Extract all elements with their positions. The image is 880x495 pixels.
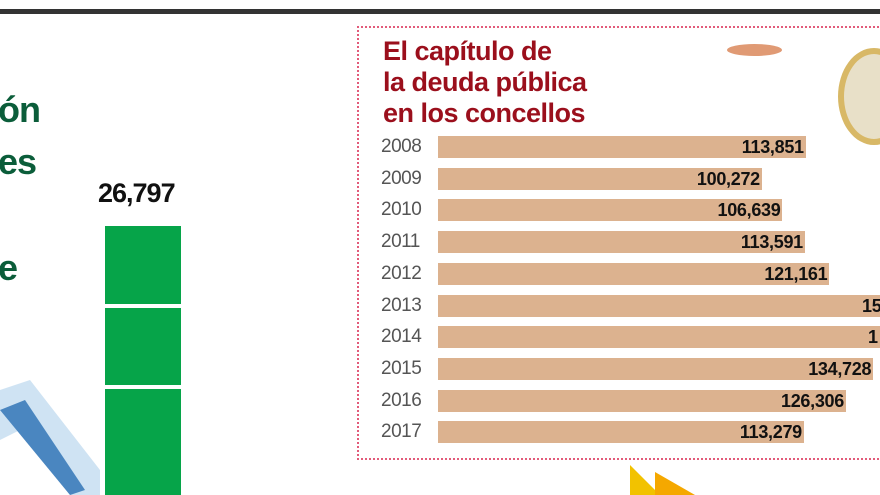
bar-2013 xyxy=(438,294,880,317)
bar-value-label: 113,591 xyxy=(740,232,803,253)
debt-chart-panel xyxy=(357,26,880,460)
bar-2011 xyxy=(438,231,805,254)
bar-value-label: 1 xyxy=(868,327,878,348)
house-illustration xyxy=(0,380,100,495)
chart-title-line: la deuda pública xyxy=(383,67,587,97)
bar-value-label: 113,851 xyxy=(741,137,804,157)
decorative-shape xyxy=(655,472,695,495)
year-label: 2009 xyxy=(381,167,422,189)
left-heading-line-2: es xyxy=(0,141,37,182)
green-bar-segment xyxy=(105,308,181,385)
bar-value-label: 100,272 xyxy=(696,168,760,189)
bar-2008 xyxy=(438,136,806,158)
chart-title-line: El capítulo de xyxy=(383,36,552,66)
left-heading-line-1: ón xyxy=(0,89,41,130)
year-label: 2013 xyxy=(381,294,422,316)
year-label: 2010 xyxy=(381,199,422,221)
year-label: 2011 xyxy=(381,231,420,253)
year-label: 2016 xyxy=(381,389,422,411)
chart-title-line: en los concellos xyxy=(383,98,586,128)
year-label: 2012 xyxy=(381,262,422,284)
bar-2016 xyxy=(438,389,846,412)
bar-value-label: 121,161 xyxy=(764,263,828,284)
bar-2009 xyxy=(438,167,762,190)
year-label: 2017 xyxy=(381,421,422,443)
chart-title: El capítulo de la deuda pública en los c… xyxy=(383,36,587,129)
bar-2014 xyxy=(438,326,880,349)
green-bar-segment xyxy=(105,389,181,495)
coin-icon xyxy=(727,44,782,56)
bar-value-label: 113,279 xyxy=(739,422,802,443)
green-bar-segment xyxy=(105,226,181,304)
year-label: 2008 xyxy=(381,136,422,157)
year-label: 2014 xyxy=(381,326,422,348)
year-label: 2015 xyxy=(381,357,422,379)
left-heading-line-3: e xyxy=(0,247,18,288)
bar-2010 xyxy=(438,199,783,222)
green-bar-value: 26,797 xyxy=(98,178,176,208)
bar-value-label: 134,728 xyxy=(808,358,872,379)
bar-value-label: 106,639 xyxy=(717,200,781,221)
bar-value-label: 15 xyxy=(862,295,880,316)
bar-2012 xyxy=(438,262,830,285)
bar-value-label: 126,306 xyxy=(781,390,844,411)
top-rule xyxy=(0,9,880,14)
bar-2017 xyxy=(438,421,804,444)
bar-2015 xyxy=(438,357,874,380)
